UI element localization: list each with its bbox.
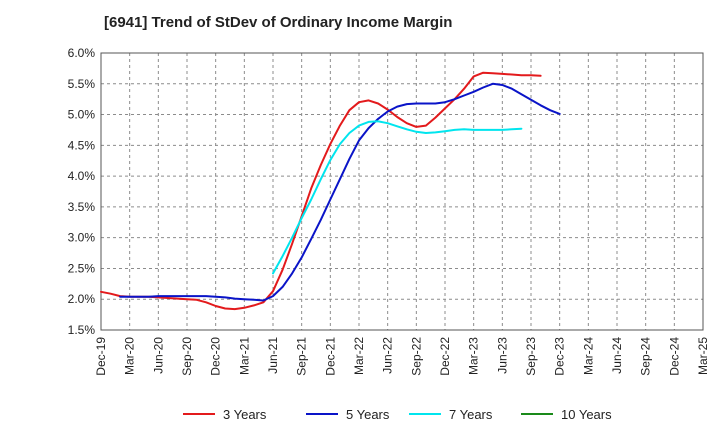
grid-lines [101, 53, 703, 330]
x-tick-label: Mar-21 [237, 337, 251, 375]
x-tick-label: Mar-23 [467, 337, 481, 375]
series-line-7-years [272, 120, 523, 275]
x-tick-label: Dec-21 [323, 337, 337, 376]
series-line-5-years [119, 82, 561, 302]
x-tick-label: Sep-20 [180, 337, 194, 376]
x-tick-label: Sep-24 [639, 337, 653, 376]
x-tick-label: Mar-22 [352, 337, 366, 375]
chart-title: [6941] Trend of StDev of Ordinary Income… [104, 14, 453, 31]
series-line-3-years [100, 71, 542, 311]
x-tick-label: Sep-21 [295, 337, 309, 376]
legend-label: 7 Years [449, 407, 493, 422]
x-tick-label: Dec-19 [94, 337, 108, 376]
series-lines [100, 71, 561, 311]
y-tick-label: 1.5% [68, 323, 96, 337]
x-tick-label: Mar-24 [581, 337, 595, 375]
x-tick-label: Jun-20 [151, 337, 165, 374]
y-tick-label: 2.0% [68, 292, 96, 306]
x-tick-label: Sep-22 [409, 337, 423, 376]
x-tick-label: Dec-20 [209, 337, 223, 376]
legend: 3 Years 5 Years 7 Years 10 Years [183, 407, 612, 422]
x-tick-label: Jun-23 [495, 337, 509, 374]
plot-border [100, 52, 704, 331]
legend-label: 3 Years [223, 407, 267, 422]
x-tick-label: Jun-21 [266, 337, 280, 374]
x-tick-label: Mar-20 [123, 337, 137, 375]
x-tick-label: Jun-24 [610, 337, 624, 374]
legend-label: 10 Years [561, 407, 612, 422]
x-tick-label: Dec-22 [438, 337, 452, 376]
y-tick-label: 3.5% [68, 200, 96, 214]
y-tick-label: 6.0% [68, 46, 96, 60]
y-tick-label: 3.0% [68, 231, 96, 245]
plot-area [101, 53, 703, 330]
y-tick-label: 4.5% [68, 138, 96, 152]
y-tick-label: 4.0% [68, 169, 96, 183]
y-tick-label: 2.5% [68, 261, 96, 275]
legend-label: 5 Years [346, 407, 390, 422]
x-tick-label: Dec-24 [667, 337, 681, 376]
axes: 1.5% 2.0% 2.5% 3.0% 3.5% 4.0% 4.5% 5.0% 5.5% 6.0%… [68, 46, 710, 376]
x-tick-label: Dec-23 [553, 337, 567, 376]
y-tick-label: 5.0% [68, 108, 96, 122]
x-tick-label: Mar-25 [696, 337, 710, 375]
y-tick-label: 5.5% [68, 77, 96, 91]
x-tick-label: Jun-22 [381, 337, 395, 374]
x-tick-label: Sep-23 [524, 337, 538, 376]
